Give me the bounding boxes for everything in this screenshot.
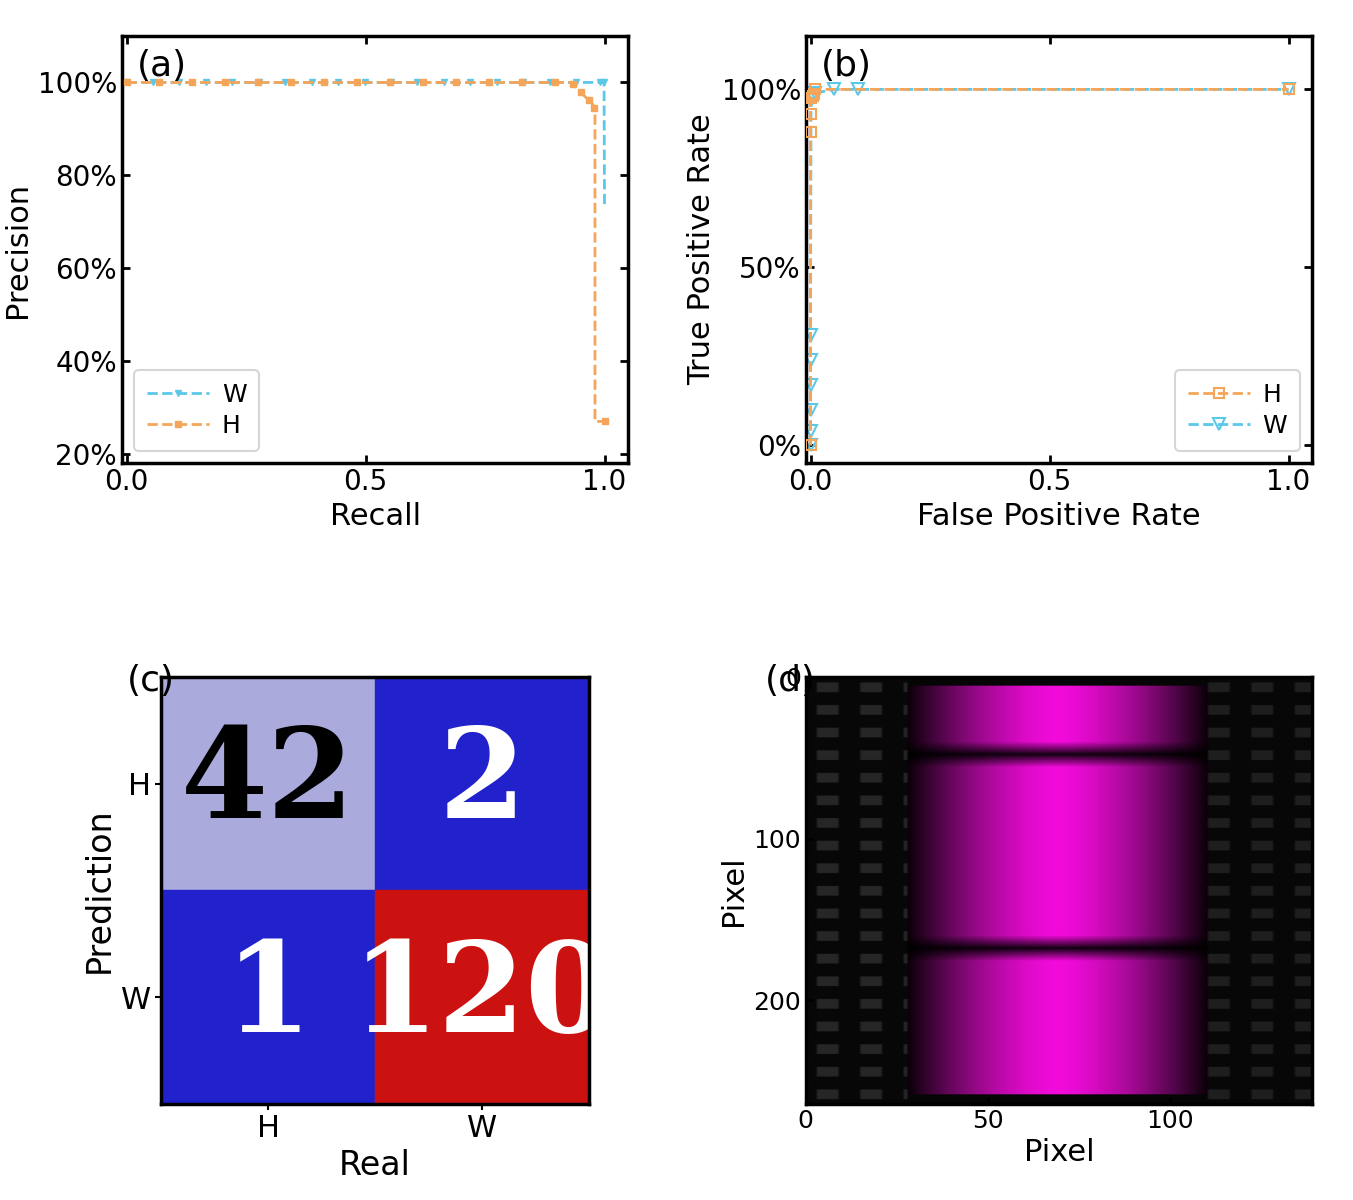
Text: (a): (a) xyxy=(137,49,187,83)
H xyxy=(802,125,819,139)
H xyxy=(805,89,821,103)
H xyxy=(415,76,432,90)
W xyxy=(597,200,613,215)
W xyxy=(372,76,388,90)
H xyxy=(802,90,819,104)
H xyxy=(583,95,599,109)
Bar xyxy=(375,890,589,1104)
Legend: H, W: H, W xyxy=(1176,370,1300,451)
H xyxy=(587,414,603,428)
W xyxy=(1280,82,1296,97)
W xyxy=(134,76,150,90)
W xyxy=(510,76,526,90)
X-axis label: Real: Real xyxy=(340,1148,411,1182)
W xyxy=(250,76,267,90)
Y-axis label: Precision: Precision xyxy=(3,181,32,318)
Line: W: W xyxy=(805,84,1293,451)
X-axis label: Recall: Recall xyxy=(330,502,421,530)
H xyxy=(802,107,819,121)
W xyxy=(802,424,819,438)
H xyxy=(597,414,613,428)
H xyxy=(1280,82,1296,97)
H xyxy=(317,76,333,90)
W xyxy=(808,85,824,100)
W xyxy=(827,82,843,97)
Y-axis label: Prediction: Prediction xyxy=(83,808,115,973)
X-axis label: False Positive Rate: False Positive Rate xyxy=(917,502,1201,530)
X-axis label: Pixel: Pixel xyxy=(1024,1139,1095,1168)
Bar xyxy=(161,677,375,890)
H xyxy=(806,86,823,101)
H xyxy=(250,76,267,90)
Line: W: W xyxy=(123,79,607,211)
H xyxy=(576,89,593,103)
Bar xyxy=(161,890,375,1104)
W xyxy=(805,89,821,103)
Text: 120: 120 xyxy=(352,937,613,1057)
W xyxy=(802,92,819,107)
H xyxy=(119,76,135,90)
Text: 1: 1 xyxy=(225,937,311,1057)
W xyxy=(850,82,866,97)
W xyxy=(802,403,819,418)
W xyxy=(802,328,819,342)
W xyxy=(410,76,426,90)
Text: 2: 2 xyxy=(438,724,525,844)
Legend: W, H: W, H xyxy=(134,370,258,451)
W xyxy=(802,378,819,392)
Text: (c): (c) xyxy=(127,664,176,698)
Text: (b): (b) xyxy=(821,49,871,83)
W xyxy=(156,76,172,90)
Line: H: H xyxy=(123,79,607,425)
W xyxy=(119,76,135,90)
Text: 42: 42 xyxy=(181,724,356,844)
Text: (d): (d) xyxy=(766,664,816,698)
Y-axis label: Pixel: Pixel xyxy=(718,856,748,925)
H xyxy=(572,85,589,100)
H xyxy=(802,438,819,452)
W xyxy=(802,438,819,452)
Y-axis label: True Positive Rate: True Positive Rate xyxy=(687,114,716,385)
Line: H: H xyxy=(805,84,1293,450)
H xyxy=(808,82,824,97)
Bar xyxy=(375,677,589,890)
W xyxy=(802,353,819,367)
